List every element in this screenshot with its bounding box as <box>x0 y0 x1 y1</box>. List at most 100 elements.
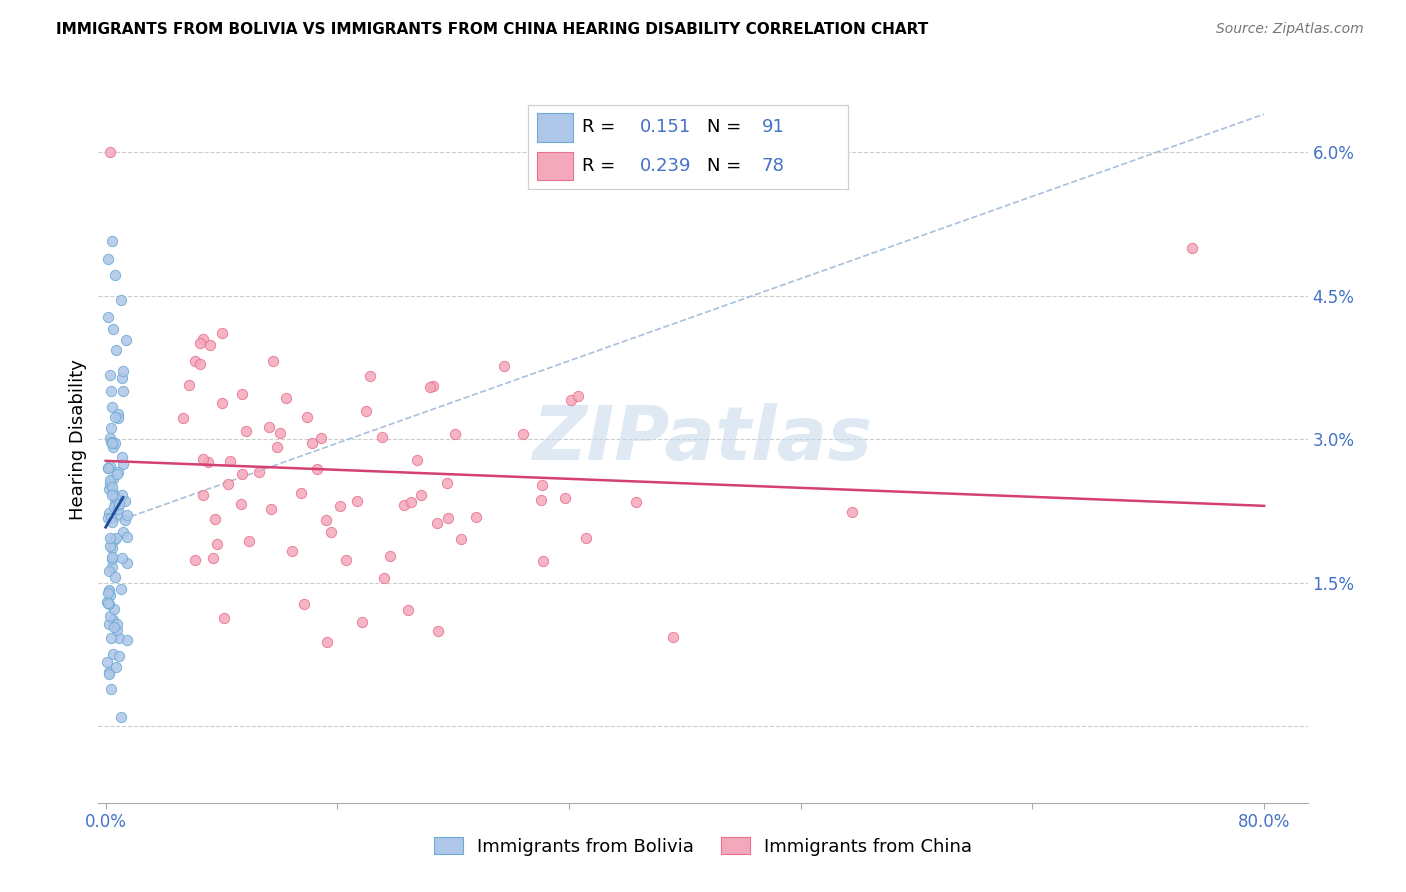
Point <box>512 427 534 442</box>
Point <box>110 293 132 308</box>
Point <box>111 371 134 385</box>
Point <box>335 553 357 567</box>
Point <box>101 400 124 414</box>
Point <box>103 620 125 634</box>
Point <box>101 235 124 249</box>
Point <box>422 378 444 392</box>
Point <box>100 511 122 525</box>
Point <box>98 482 121 496</box>
Point <box>108 497 131 511</box>
Point <box>662 630 685 644</box>
Point <box>101 435 124 450</box>
Point <box>436 475 458 490</box>
Point <box>198 337 221 351</box>
Point <box>107 408 129 422</box>
Point <box>444 426 467 441</box>
Point <box>97 310 120 325</box>
Point <box>100 384 122 398</box>
Point <box>100 473 122 487</box>
Point <box>399 495 422 509</box>
Point <box>98 665 121 679</box>
Point <box>380 549 402 563</box>
Point <box>100 368 122 382</box>
Point <box>96 655 118 669</box>
Point <box>108 632 131 646</box>
Point <box>290 486 312 500</box>
Point <box>184 353 207 368</box>
Point <box>117 508 139 522</box>
Point <box>107 648 129 663</box>
Point <box>292 597 315 611</box>
Point <box>101 549 124 564</box>
Point <box>276 391 298 405</box>
Point <box>105 616 128 631</box>
Point <box>624 495 647 509</box>
Point <box>101 552 124 566</box>
Point <box>465 509 488 524</box>
Point <box>373 571 395 585</box>
Point <box>105 623 128 637</box>
Point <box>97 597 120 611</box>
Point <box>111 488 134 502</box>
Point <box>419 379 441 393</box>
Point <box>97 252 120 266</box>
Point <box>103 500 125 515</box>
Point <box>315 635 337 649</box>
Point <box>97 616 120 631</box>
Text: ZIPatlas: ZIPatlas <box>533 403 873 475</box>
Point <box>117 632 139 647</box>
Point <box>204 512 226 526</box>
Point <box>301 436 323 450</box>
Point <box>111 364 134 378</box>
Point <box>101 488 124 502</box>
Point <box>97 461 120 475</box>
Point <box>103 613 125 627</box>
Point <box>172 411 194 425</box>
Point <box>104 268 127 282</box>
Point <box>97 510 120 524</box>
Point <box>188 357 211 371</box>
Point <box>191 488 214 502</box>
Point <box>231 467 253 481</box>
Point <box>97 460 120 475</box>
Point <box>100 531 122 545</box>
Point <box>191 451 214 466</box>
Point <box>101 560 124 574</box>
Point <box>98 589 121 603</box>
Point <box>530 493 553 508</box>
Point <box>105 467 128 482</box>
Point <box>266 440 288 454</box>
Point <box>346 494 368 508</box>
Point <box>101 541 124 555</box>
Point <box>104 410 127 425</box>
Point <box>211 326 233 340</box>
Point <box>98 667 121 681</box>
Point <box>567 389 589 403</box>
Point <box>96 595 118 609</box>
Point <box>426 624 449 638</box>
Point <box>554 491 576 505</box>
Point <box>112 457 135 471</box>
Point <box>98 539 121 553</box>
Point <box>205 537 228 551</box>
Text: IMMIGRANTS FROM BOLIVIA VS IMMIGRANTS FROM CHINA HEARING DISABILITY CORRELATION : IMMIGRANTS FROM BOLIVIA VS IMMIGRANTS FR… <box>56 22 928 37</box>
Point <box>356 403 378 417</box>
Y-axis label: Hearing Disability: Hearing Disability <box>69 359 87 520</box>
Point <box>202 550 225 565</box>
Point <box>1181 241 1204 255</box>
Point <box>100 682 122 697</box>
Point <box>238 533 260 548</box>
Point <box>110 551 132 566</box>
Point <box>260 502 283 516</box>
Point <box>115 334 138 348</box>
Point <box>177 378 200 392</box>
Point <box>575 531 598 545</box>
Point <box>103 601 125 615</box>
Point <box>411 487 433 501</box>
Point <box>115 530 138 544</box>
Point <box>111 384 134 398</box>
Point <box>426 516 449 530</box>
Point <box>97 586 120 600</box>
Point <box>197 455 219 469</box>
Point <box>103 533 125 547</box>
